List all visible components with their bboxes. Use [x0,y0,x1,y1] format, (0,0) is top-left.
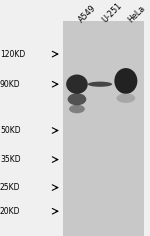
Text: 120KD: 120KD [0,50,25,59]
Bar [63,21,144,236]
Ellipse shape [117,93,135,103]
Ellipse shape [69,105,85,113]
Text: HeLa: HeLa [126,3,147,24]
Text: 50KD: 50KD [0,126,21,135]
Text: A549: A549 [77,3,98,24]
Text: 90KD: 90KD [0,80,21,89]
Ellipse shape [114,68,137,94]
Text: U-251: U-251 [100,0,123,24]
Ellipse shape [68,93,86,105]
Text: 35KD: 35KD [0,155,21,164]
Ellipse shape [88,82,112,87]
Text: 25KD: 25KD [0,183,21,192]
Ellipse shape [66,75,88,94]
Text: 20KD: 20KD [0,207,21,216]
